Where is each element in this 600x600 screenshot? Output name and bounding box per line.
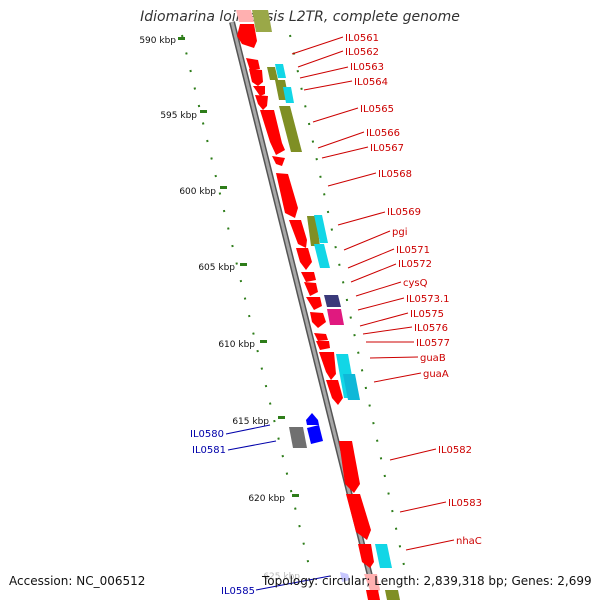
gene-arrow <box>326 380 343 405</box>
gene-label[interactable]: IL0569 <box>387 207 421 218</box>
outer-dotted-guide <box>181 34 406 571</box>
cog-block-cyan <box>283 87 294 103</box>
gene-label[interactable]: guaA <box>423 369 449 380</box>
cog-block-olive <box>267 67 278 80</box>
gene-label[interactable]: IL0575 <box>410 309 444 320</box>
gene-label[interactable]: nhaC <box>456 536 482 547</box>
gene-arrow <box>272 156 285 166</box>
gene-arrow <box>346 494 371 540</box>
cog-block-navy <box>324 295 341 307</box>
label-leaders <box>225 36 455 591</box>
scale-tick <box>220 186 227 189</box>
gene-arrow <box>314 333 328 341</box>
gene-arrow <box>366 590 380 600</box>
gene-label[interactable]: IL0566 <box>366 128 400 139</box>
gene-label[interactable]: IL0577 <box>416 338 450 349</box>
gene-label[interactable]: IL0571 <box>396 245 430 256</box>
reverse-genes <box>306 413 350 582</box>
gene-label[interactable]: IL0561 <box>345 33 379 44</box>
gene-arrow <box>276 173 298 218</box>
topology-label: Topology: circular <box>262 574 367 588</box>
gene-arrow <box>304 282 318 296</box>
cog-block-cyan <box>375 544 392 568</box>
cog-block-cyan <box>343 374 360 400</box>
scale-tick <box>200 110 207 113</box>
gene-arrow <box>306 297 322 310</box>
scale-label: 620 kbp <box>248 494 285 504</box>
gene-arrow <box>319 352 336 380</box>
cog-block-cyan <box>275 64 286 78</box>
gene-label[interactable]: cysQ <box>403 278 428 289</box>
scale-tick <box>240 263 247 266</box>
gene-arrow <box>316 341 330 350</box>
gene-arrow <box>301 272 316 282</box>
gene-label[interactable]: IL0572 <box>398 259 432 270</box>
gene-label[interactable]: IL0583 <box>448 498 482 509</box>
gene-arrow <box>340 572 350 582</box>
gene-label[interactable]: IL0564 <box>354 77 388 88</box>
gene-label[interactable]: guaB <box>420 353 446 364</box>
genome-stats: Topology: circular; Length: 2,839,318 bp… <box>262 574 592 588</box>
gene-label[interactable]: IL0580 <box>190 429 224 440</box>
scale-label: 615 kbp <box>232 417 269 427</box>
gene-label[interactable]: IL0576 <box>414 323 448 334</box>
scale-label: 625 kbp <box>263 572 300 582</box>
scale-tick <box>278 416 285 419</box>
scale-tick <box>178 37 185 40</box>
gene-arrow <box>237 24 257 48</box>
gene-label[interactable]: pgi <box>392 227 407 238</box>
scale-label: 595 kbp <box>160 111 197 121</box>
gene-arrow <box>249 69 263 86</box>
gene-label[interactable]: IL0573.1 <box>406 294 450 305</box>
gene-label[interactable]: IL0563 <box>350 62 384 73</box>
scale-tick <box>292 494 299 497</box>
scale-label: 610 kbp <box>218 340 255 350</box>
gene-label[interactable]: IL0585 <box>221 586 255 597</box>
genes-label: Genes: 2,699 <box>511 574 592 588</box>
cog-block-cyan <box>314 244 330 268</box>
gene-arrow <box>310 312 326 328</box>
scale-label: 600 kbp <box>179 187 216 197</box>
scale-label: 590 kbp <box>139 36 176 46</box>
scale-tick <box>260 340 267 343</box>
map-title: Idiomarina loihiensis L2TR, complete gen… <box>140 9 460 25</box>
gene-label[interactable]: IL0582 <box>438 445 472 456</box>
cog-block-cyan <box>314 215 328 243</box>
gene-arrow <box>339 441 360 493</box>
gene-label[interactable]: IL0568 <box>378 169 412 180</box>
cog-block-olive <box>279 106 302 152</box>
gene-arrow <box>260 110 285 155</box>
cog-block-olive <box>252 10 272 32</box>
gene-arrow <box>246 58 260 70</box>
cog-track <box>252 10 400 600</box>
gene-arrow <box>306 413 319 425</box>
gene-label[interactable]: IL0567 <box>370 143 404 154</box>
gene-label[interactable]: IL0565 <box>360 104 394 115</box>
forward-genes <box>236 10 380 600</box>
gene-label[interactable]: IL0562 <box>345 47 379 58</box>
scale-label: 605 kbp <box>198 263 235 273</box>
cog-block-gray <box>289 427 307 448</box>
gene-arrow <box>236 10 254 22</box>
scale-ticks <box>178 37 299 497</box>
cog-block-olive <box>385 590 400 600</box>
gene-label[interactable]: IL0581 <box>192 445 226 456</box>
cog-block-magenta <box>327 309 344 325</box>
gene-arrow <box>296 248 312 270</box>
gene-arrow <box>307 425 323 444</box>
gene-arrow <box>253 86 265 96</box>
length-label: Length: 2,839,318 bp <box>374 574 504 588</box>
gene-arrow <box>255 95 268 110</box>
gene-arrow <box>289 220 307 248</box>
gene-arrow <box>358 544 374 568</box>
accession-label: Accession: NC_006512 <box>9 574 146 588</box>
